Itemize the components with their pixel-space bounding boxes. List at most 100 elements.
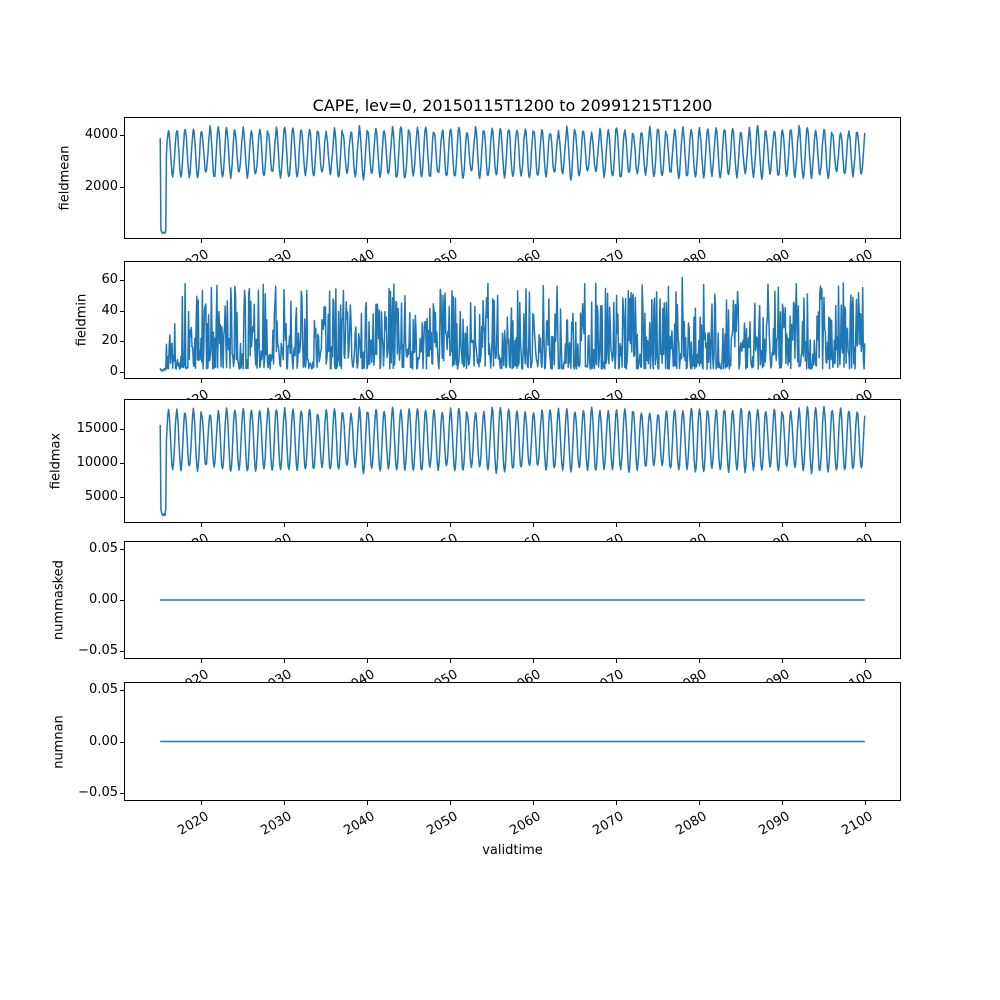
y-tick-label: 4000: [84, 127, 118, 142]
series-line-fieldmean: [159, 124, 866, 235]
x-tick: [284, 659, 285, 663]
y-tick: [120, 372, 124, 373]
x-tick: [782, 239, 783, 243]
x-tick: [367, 239, 368, 243]
x-tick: [367, 659, 368, 663]
x-tick: [450, 379, 451, 383]
x-tick: [450, 523, 451, 527]
axes-box-fieldmin: [124, 261, 901, 379]
x-tick: [533, 239, 534, 243]
x-tick: [284, 379, 285, 383]
x-tick: [865, 801, 866, 805]
x-tick: [367, 379, 368, 383]
x-tick: [284, 239, 285, 243]
x-tick: [865, 239, 866, 243]
y-tick: [120, 429, 124, 430]
x-axis-label: validtime: [482, 843, 543, 858]
x-tick: [865, 523, 866, 527]
y-tick-label: 0: [109, 364, 118, 379]
y-axis-label-numnan: numnan: [51, 714, 67, 769]
axes-box-fieldmean: [124, 117, 901, 239]
x-tick: [201, 239, 202, 243]
x-tick: [699, 523, 700, 527]
line-chart-nummasked: [160, 599, 865, 601]
y-axis-label-fieldmin: fieldmin: [74, 293, 90, 347]
y-tick-label: 0.00: [89, 592, 118, 607]
series-line-fieldmin: [159, 276, 866, 372]
x-tick-label: 2070: [590, 809, 627, 839]
y-tick: [120, 793, 124, 794]
x-tick: [699, 379, 700, 383]
y-tick: [120, 690, 124, 691]
y-tick-label: −0.05: [78, 643, 118, 658]
x-tick: [616, 239, 617, 243]
axes-box-numnan: [124, 682, 901, 801]
x-tick: [616, 379, 617, 383]
x-tick: [284, 801, 285, 805]
x-tick: [533, 659, 534, 663]
y-tick-label: 5000: [84, 489, 118, 504]
y-tick-label: 0.05: [89, 682, 118, 697]
x-tick: [367, 801, 368, 805]
x-tick: [616, 801, 617, 805]
x-tick: [201, 379, 202, 383]
y-tick: [120, 651, 124, 652]
x-tick: [533, 379, 534, 383]
y-tick-label: 20: [101, 333, 118, 348]
line-chart-fieldmax: [159, 405, 866, 517]
x-tick: [782, 379, 783, 383]
y-tick: [120, 341, 124, 342]
x-tick-label: 2020: [175, 809, 212, 839]
y-tick: [120, 742, 124, 743]
x-tick-label: 2060: [507, 809, 544, 839]
x-tick: [450, 659, 451, 663]
axes-box-nummasked: [124, 541, 901, 659]
x-tick-label: 2080: [673, 809, 710, 839]
x-tick: [201, 801, 202, 805]
line-chart-fieldmin: [159, 276, 866, 372]
x-tick: [782, 659, 783, 663]
y-tick: [120, 280, 124, 281]
y-axis-label-fieldmax: fieldmax: [48, 432, 64, 490]
x-tick: [533, 523, 534, 527]
y-tick-label: 0.05: [89, 541, 118, 556]
x-tick-label: 2040: [341, 809, 378, 839]
figure-title: CAPE, lev=0, 20150115T1200 to 20991215T1…: [312, 96, 713, 115]
x-tick: [450, 801, 451, 805]
y-tick-label: 60: [101, 272, 118, 287]
x-tick: [201, 659, 202, 663]
y-tick: [120, 463, 124, 464]
y-tick: [120, 600, 124, 601]
x-tick-label: 2090: [756, 809, 793, 839]
x-tick: [699, 801, 700, 805]
x-tick: [367, 523, 368, 527]
y-tick-label: 40: [101, 303, 118, 318]
y-tick-label: 2000: [84, 179, 118, 194]
x-tick: [782, 523, 783, 527]
y-tick-label: 15000: [76, 421, 118, 436]
line-chart-numnan: [160, 740, 865, 743]
x-tick: [865, 379, 866, 383]
y-tick-label: 0.00: [89, 734, 118, 749]
x-tick: [699, 659, 700, 663]
x-tick: [782, 801, 783, 805]
x-tick-label: 2100: [839, 809, 876, 839]
y-axis-label-nummasked: nummasked: [51, 560, 67, 640]
x-tick: [865, 659, 866, 663]
axes-box-fieldmax: [124, 399, 901, 523]
x-tick: [616, 659, 617, 663]
y-tick-label: −0.05: [78, 785, 118, 800]
y-tick: [120, 549, 124, 550]
y-tick: [120, 311, 124, 312]
y-tick: [120, 187, 124, 188]
y-axis-label-fieldmean: fieldmean: [57, 145, 73, 211]
x-tick-label: 2030: [258, 809, 295, 839]
x-tick: [450, 239, 451, 243]
x-tick: [699, 239, 700, 243]
x-tick: [284, 523, 285, 527]
y-tick-label: 10000: [76, 455, 118, 470]
y-tick: [120, 497, 124, 498]
x-tick: [616, 523, 617, 527]
x-tick: [201, 523, 202, 527]
